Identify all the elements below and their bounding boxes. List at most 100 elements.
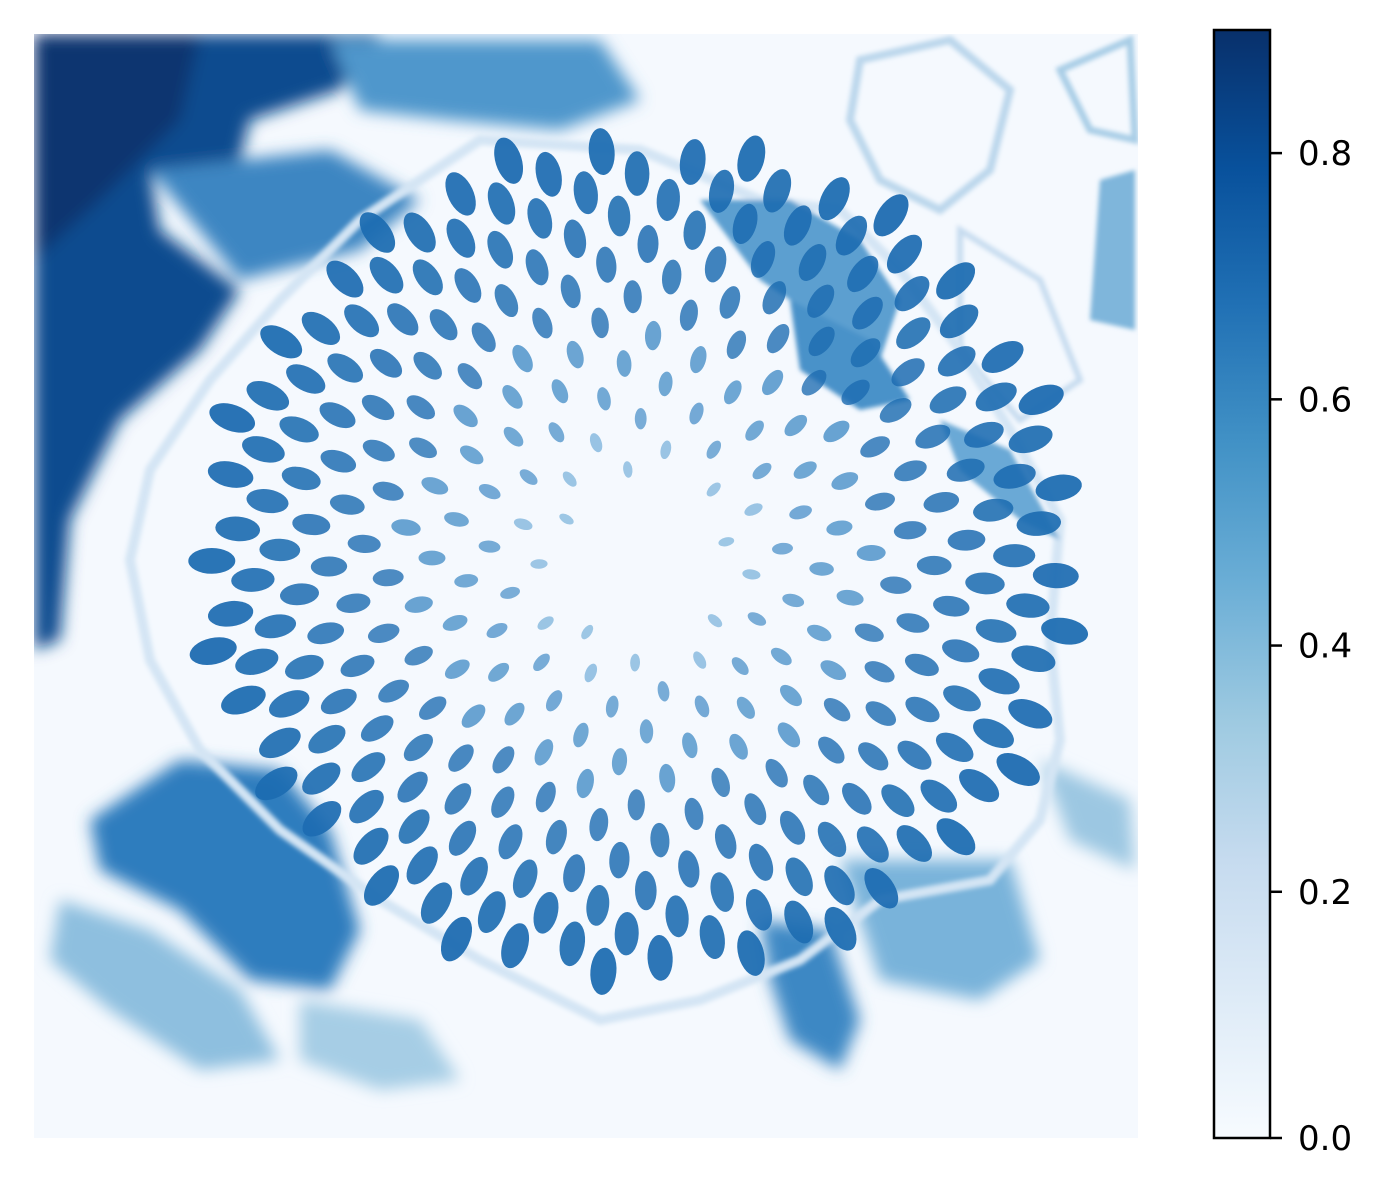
floret-mark <box>683 210 706 250</box>
floret-mark <box>929 386 967 414</box>
floret-mark <box>864 661 895 683</box>
floret-mark <box>259 538 301 562</box>
floret-mark <box>562 471 577 487</box>
floret-mark <box>369 256 404 294</box>
floret-mark <box>444 659 470 679</box>
floret-mark <box>886 234 923 274</box>
floret-mark <box>221 685 266 715</box>
floret-mark <box>361 394 395 421</box>
floret-mark <box>535 781 556 813</box>
floret-mark <box>748 843 774 881</box>
floret-mark <box>460 856 488 896</box>
floret-mark <box>551 379 569 404</box>
floret-mark <box>503 426 524 447</box>
floret-mark <box>737 135 766 182</box>
heatmap-region-dark <box>34 34 640 650</box>
floret-mark <box>731 657 749 676</box>
floret-mark <box>784 414 808 437</box>
floret-mark <box>1035 474 1082 502</box>
floret-mark <box>637 225 659 263</box>
floret-mark <box>880 576 912 594</box>
floret-mark <box>609 841 630 879</box>
floret-mark <box>478 483 501 500</box>
floret-mark <box>623 280 642 314</box>
floret-mark <box>502 385 523 409</box>
floret-mark <box>659 763 676 793</box>
floret-mark <box>693 651 707 669</box>
floret-mark <box>320 688 357 715</box>
floret-mark <box>996 753 1040 786</box>
floret-mark <box>993 544 1036 568</box>
floret-mark <box>1008 699 1053 729</box>
floret-mark <box>824 906 857 951</box>
floret-mark <box>923 491 960 513</box>
floret-mark <box>459 445 484 465</box>
floret-mark <box>501 923 530 969</box>
floret-mark <box>817 821 847 858</box>
floret-mark <box>302 762 341 795</box>
floret-mark <box>532 307 553 339</box>
floret-mark <box>762 369 784 396</box>
floret-mark <box>353 827 389 865</box>
floret-mark <box>189 637 237 665</box>
floret-mark <box>897 740 932 770</box>
floret-mark <box>611 748 628 776</box>
floret-mark <box>647 935 673 981</box>
floret-mark <box>937 346 976 377</box>
floret-mark <box>279 416 319 443</box>
floret-mark <box>454 268 482 303</box>
floret-mark <box>586 884 610 926</box>
floret-mark <box>440 916 473 962</box>
heatmap-region-right <box>845 34 1138 424</box>
floret-mark <box>803 774 830 806</box>
floret-mark <box>559 513 574 525</box>
floret-mark <box>448 744 474 772</box>
floret-mark <box>207 461 254 488</box>
floret-mark <box>513 518 533 531</box>
floret-mark <box>589 808 609 842</box>
floret-mark <box>772 542 793 555</box>
floret-mark <box>446 218 476 258</box>
floret-mark <box>737 930 765 976</box>
floret-mark <box>747 612 767 626</box>
floret-mark <box>881 784 915 818</box>
floret-mark <box>981 341 1024 373</box>
floret-mark <box>530 559 548 569</box>
floret-mark <box>993 463 1036 489</box>
floret-mark <box>387 303 419 336</box>
floret-mark <box>563 854 586 893</box>
floret-mark <box>279 583 320 606</box>
floret-mark <box>808 326 835 357</box>
floret-mark <box>588 128 615 176</box>
floret-mark <box>744 503 763 516</box>
floret-mark <box>308 724 346 754</box>
floret-mark <box>231 567 275 592</box>
floret-mark <box>742 569 761 580</box>
floret-mark <box>723 380 742 405</box>
floret-mark <box>421 477 449 495</box>
floret-mark <box>711 767 730 798</box>
floret-mark <box>246 489 289 514</box>
floret-mark <box>281 466 321 491</box>
floret-mark <box>975 382 1017 412</box>
colorbar-frame <box>1212 28 1272 1140</box>
floret-mark <box>442 614 468 631</box>
floret-mark <box>1018 384 1064 415</box>
floret-mark <box>351 752 386 783</box>
floret-mark <box>560 274 581 309</box>
floret-mark <box>378 679 409 703</box>
floret-mark <box>893 521 927 540</box>
floret-mark <box>581 624 594 640</box>
floret-mark <box>1006 593 1050 618</box>
floret-mark <box>596 246 617 283</box>
floret-mark <box>413 351 442 380</box>
floret-mark <box>445 172 476 216</box>
floret-mark <box>512 859 538 898</box>
floret-mark <box>915 424 951 449</box>
floret-mark <box>706 482 721 497</box>
floret-mark <box>548 422 565 443</box>
floret-mark <box>614 912 639 956</box>
floret-mark <box>719 286 741 319</box>
floret-mark <box>420 882 453 924</box>
